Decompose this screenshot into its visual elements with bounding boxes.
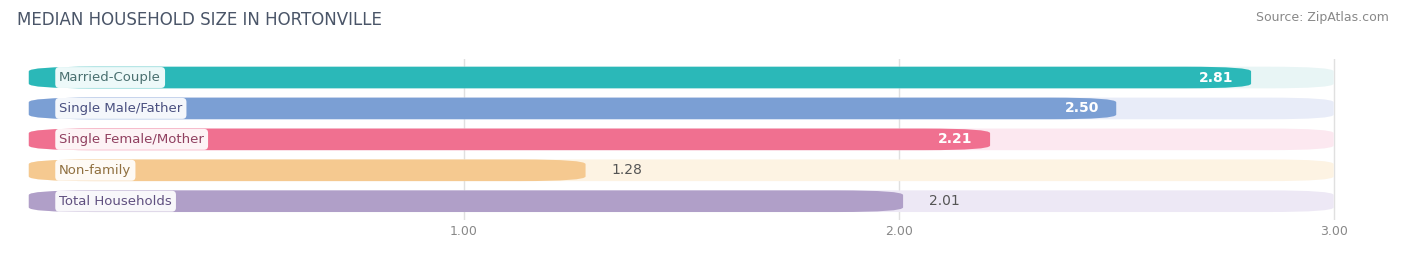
FancyBboxPatch shape (28, 129, 1334, 150)
Text: Total Households: Total Households (59, 195, 172, 208)
Text: Single Male/Father: Single Male/Father (59, 102, 183, 115)
Text: 1.28: 1.28 (612, 163, 643, 177)
FancyBboxPatch shape (28, 129, 990, 150)
Text: MEDIAN HOUSEHOLD SIZE IN HORTONVILLE: MEDIAN HOUSEHOLD SIZE IN HORTONVILLE (17, 11, 382, 29)
Text: Single Female/Mother: Single Female/Mother (59, 133, 204, 146)
FancyBboxPatch shape (28, 159, 585, 181)
FancyBboxPatch shape (28, 98, 1334, 119)
FancyBboxPatch shape (28, 159, 1334, 181)
FancyBboxPatch shape (28, 67, 1251, 88)
FancyBboxPatch shape (28, 190, 1334, 212)
Text: 2.01: 2.01 (929, 194, 960, 208)
FancyBboxPatch shape (28, 98, 1116, 119)
FancyBboxPatch shape (28, 190, 903, 212)
Text: Non-family: Non-family (59, 164, 132, 177)
Text: 2.21: 2.21 (938, 132, 973, 146)
Text: 2.50: 2.50 (1064, 101, 1099, 116)
FancyBboxPatch shape (28, 67, 1334, 88)
Text: Source: ZipAtlas.com: Source: ZipAtlas.com (1256, 11, 1389, 24)
Text: 2.81: 2.81 (1199, 70, 1233, 84)
Text: Married-Couple: Married-Couple (59, 71, 162, 84)
